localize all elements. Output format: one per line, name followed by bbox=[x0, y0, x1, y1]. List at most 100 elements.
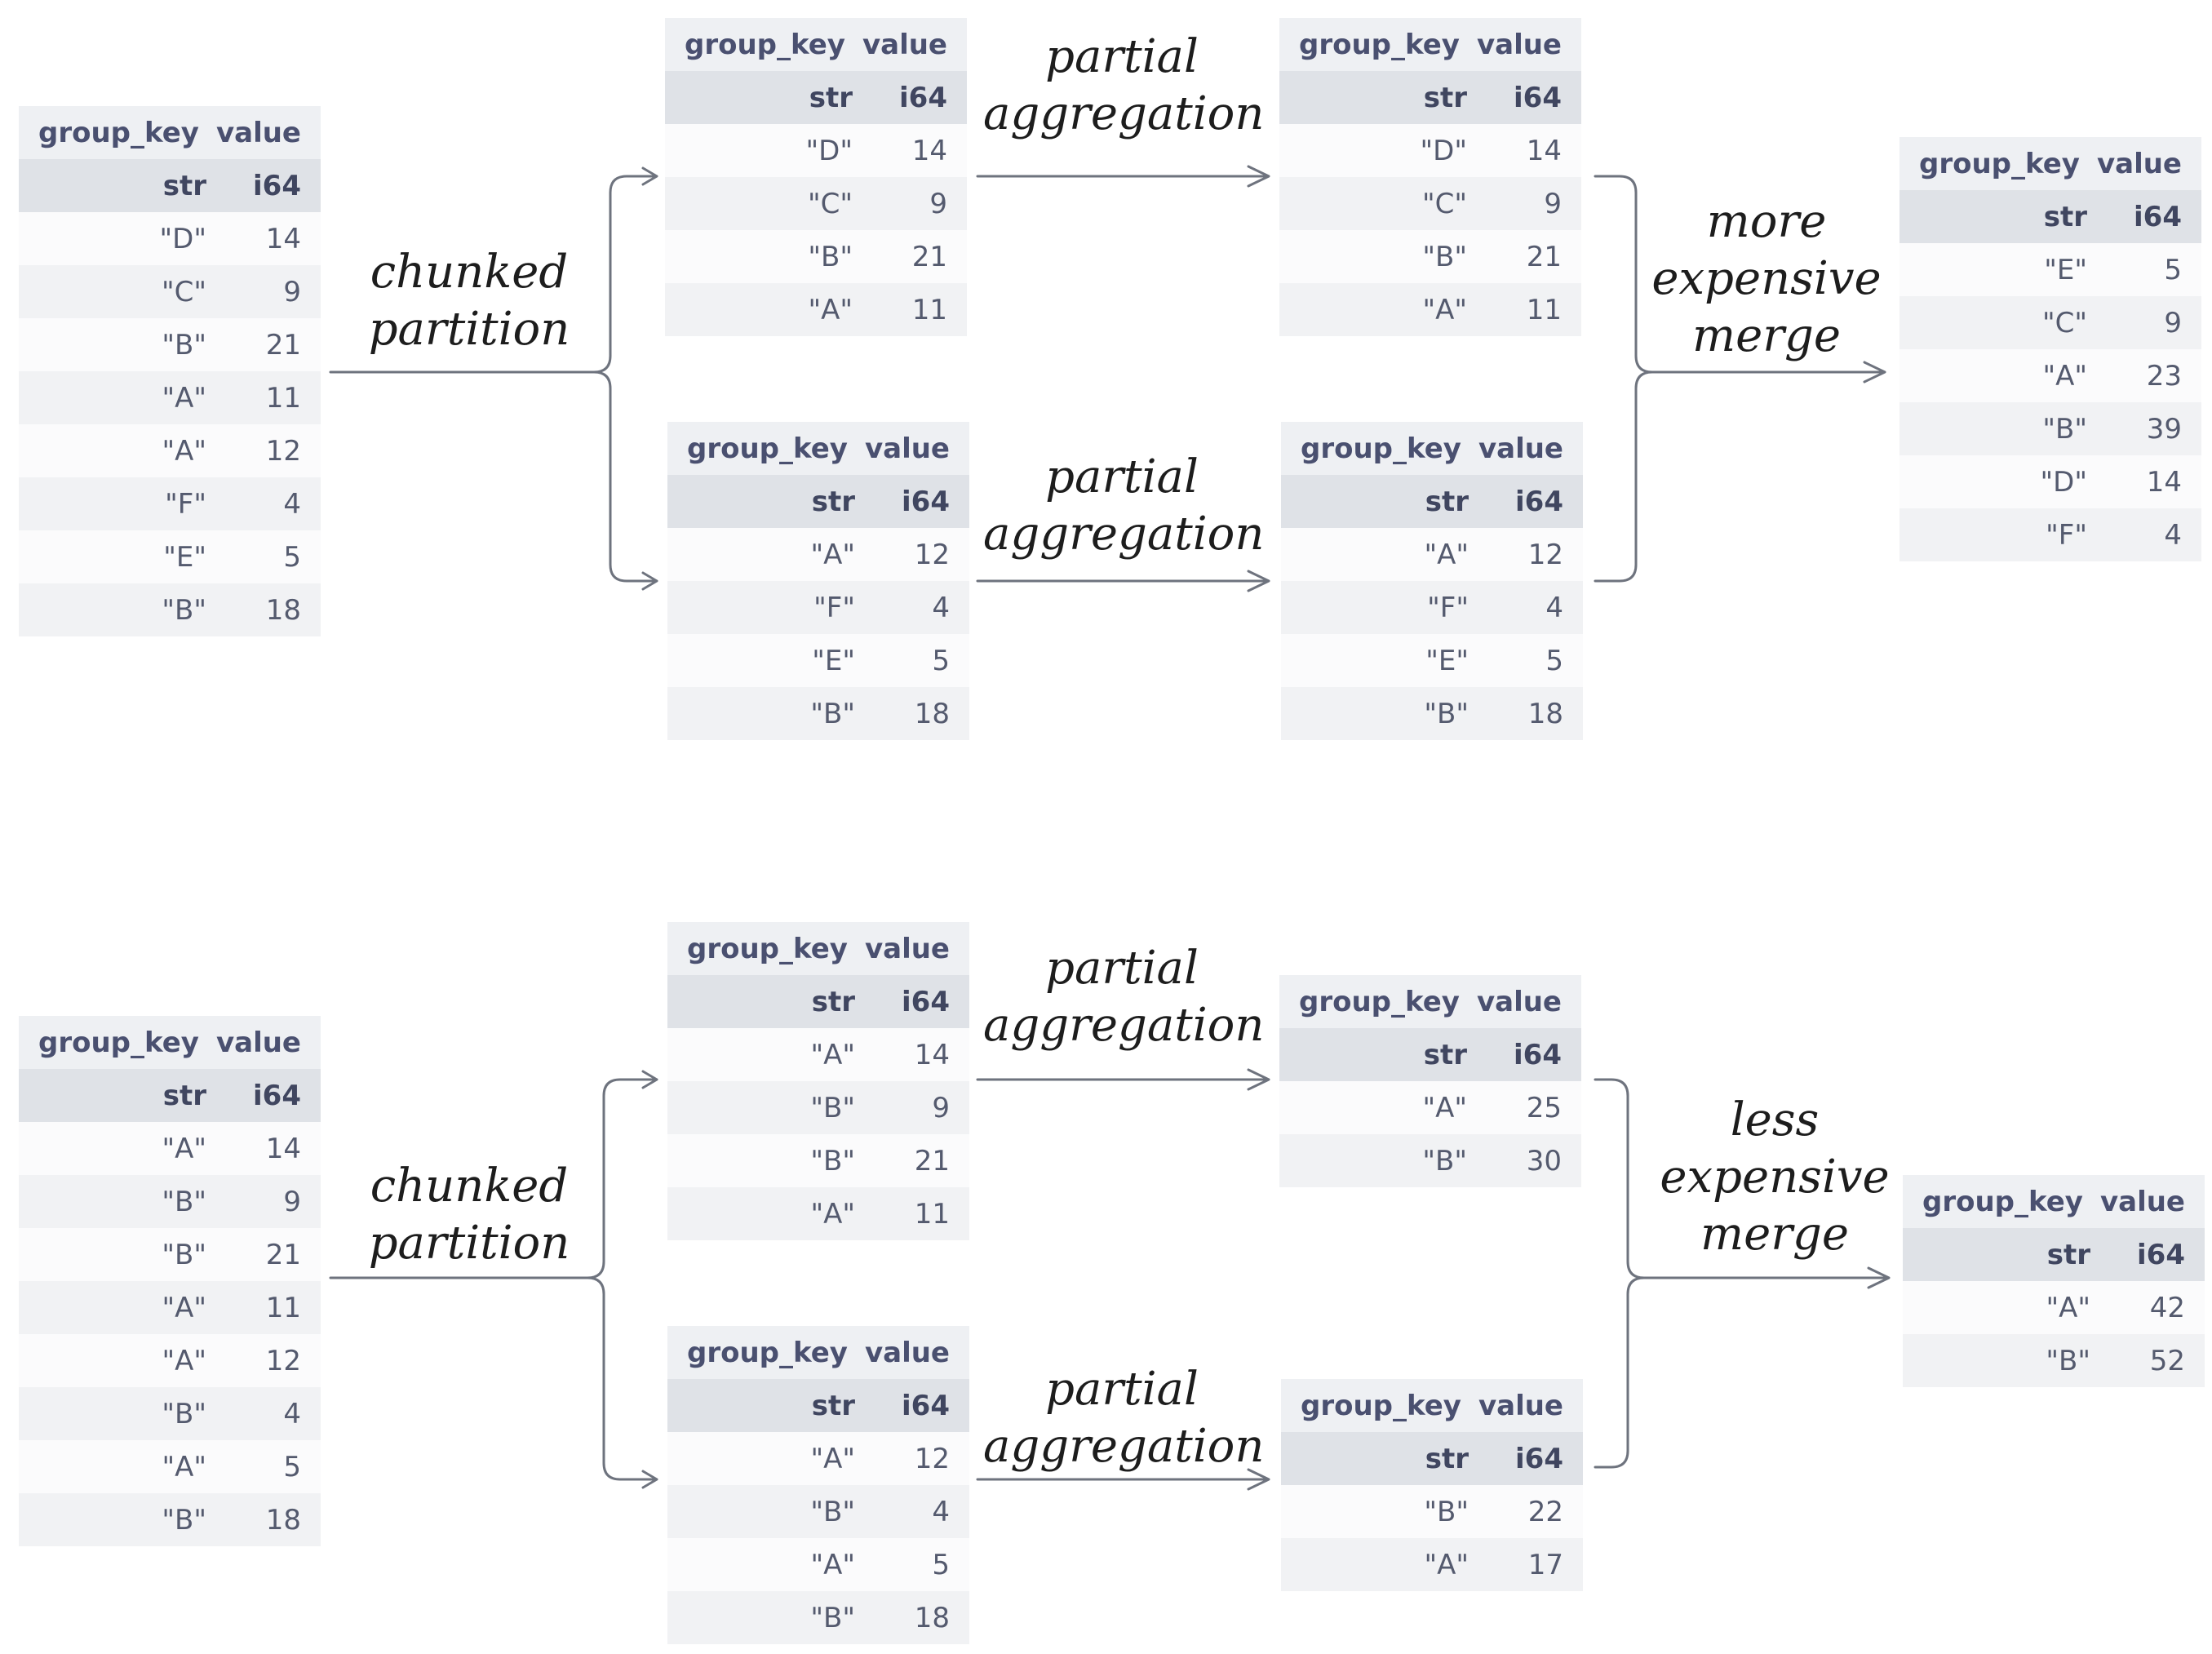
table-type-row: str i64 bbox=[1281, 475, 1583, 528]
cell-group-key: "F" bbox=[813, 591, 855, 624]
top-agg-label-2: partial aggregation bbox=[983, 449, 1264, 563]
cell-value: 4 bbox=[283, 487, 301, 521]
bottom-chunk-2-table: group_key value str i64 "A" 12 "B" 4 "A" 5 "B" 18 bbox=[667, 1326, 969, 1644]
cell-value: 5 bbox=[932, 1548, 950, 1581]
column-header-group-key: group_key bbox=[687, 932, 848, 965]
table-row: "B" 52 bbox=[1903, 1334, 2205, 1387]
cell-group-key: "E" bbox=[1425, 644, 1469, 677]
table-header-row: group_key value bbox=[19, 106, 321, 159]
table-type-row: str i64 bbox=[1279, 71, 1581, 124]
cell-value: 21 bbox=[911, 240, 947, 273]
cell-group-key: "F" bbox=[165, 487, 206, 521]
cell-group-key: "E" bbox=[812, 644, 855, 677]
cell-value: 39 bbox=[2146, 412, 2182, 446]
table-row: "D" 14 bbox=[1899, 455, 2201, 508]
table-row: "B" 39 bbox=[1899, 402, 2201, 455]
column-type-i64: i64 bbox=[899, 81, 947, 114]
table-row: "E" 5 bbox=[667, 634, 969, 687]
cell-group-key: "E" bbox=[2044, 253, 2087, 286]
cell-value: 14 bbox=[265, 222, 301, 255]
bottom-chunk-1-table: group_key value str i64 "A" 14 "B" 9 "B" 21 "A" 11 bbox=[667, 922, 969, 1240]
table-type-row: str i64 bbox=[667, 975, 969, 1028]
bottom-agg-label-1-line-2: aggregation bbox=[983, 999, 1265, 1052]
table-type-row: str i64 bbox=[1281, 1432, 1583, 1485]
table-row: "B" 30 bbox=[1279, 1134, 1581, 1187]
table-header-row: group_key value bbox=[665, 18, 967, 71]
cell-group-key: "D" bbox=[159, 222, 206, 255]
table-row: "C" 9 bbox=[19, 265, 321, 318]
table-row: "B" 4 bbox=[667, 1485, 969, 1538]
top-agg-2-table: group_key value str i64 "A" 12 "F" 4 "E" 5 "B" 18 bbox=[1281, 422, 1583, 740]
cell-group-key: "E" bbox=[163, 540, 206, 574]
table-row: "F" 4 bbox=[1899, 508, 2201, 561]
cell-group-key: "A" bbox=[162, 381, 206, 415]
cell-value: 18 bbox=[265, 593, 301, 627]
cell-group-key: "A" bbox=[162, 1132, 206, 1165]
table-header-row: group_key value bbox=[1903, 1175, 2205, 1228]
cell-value: 11 bbox=[911, 293, 947, 326]
cell-value: 11 bbox=[914, 1197, 950, 1231]
cell-group-key: "B" bbox=[2042, 412, 2087, 446]
cell-value: 11 bbox=[265, 1291, 301, 1324]
cell-group-key: "F" bbox=[2046, 518, 2087, 552]
cell-value: 21 bbox=[265, 328, 301, 361]
cell-group-key: "A" bbox=[1424, 1548, 1469, 1581]
cell-value: 4 bbox=[932, 1495, 950, 1528]
top-partition-label-line-2: partition bbox=[368, 303, 570, 356]
bottom-agg-1-table: group_key value str i64 "A" 25 "B" 30 bbox=[1279, 975, 1581, 1187]
table-row: "A" 5 bbox=[667, 1538, 969, 1591]
table-row: "F" 4 bbox=[1281, 581, 1583, 634]
cell-value: 18 bbox=[914, 697, 950, 730]
column-type-i64: i64 bbox=[2134, 200, 2182, 233]
cell-group-key: "B" bbox=[1422, 1144, 1467, 1177]
cell-group-key: "B" bbox=[162, 593, 206, 627]
column-type-i64: i64 bbox=[902, 985, 950, 1018]
cell-value: 30 bbox=[1526, 1144, 1562, 1177]
bottom-merge-label-line-2: expensive bbox=[1660, 1151, 1890, 1204]
table-row: "B" 21 bbox=[665, 230, 967, 283]
column-type-str: str bbox=[1423, 81, 1467, 114]
table-header-row: group_key value bbox=[19, 1016, 321, 1069]
table-row: "D" 14 bbox=[19, 212, 321, 265]
table-type-row: str i64 bbox=[667, 475, 969, 528]
column-type-str: str bbox=[1423, 1038, 1467, 1071]
table-row: "E" 5 bbox=[1899, 243, 2201, 296]
column-header-value: value bbox=[1476, 28, 1562, 61]
bottom-agg-2-table: group_key value str i64 "B" 22 "A" 17 bbox=[1281, 1379, 1583, 1591]
top-agg-1-table: group_key value str i64 "D" 14 "C" 9 "B" 21 "A" 11 bbox=[1279, 18, 1581, 336]
bottom-agg-arrow-2 bbox=[976, 1468, 1270, 1491]
cell-group-key: "B" bbox=[1424, 697, 1469, 730]
column-header-value: value bbox=[864, 1336, 950, 1369]
column-type-i64: i64 bbox=[253, 1079, 301, 1112]
table-row: "A" 11 bbox=[19, 1281, 321, 1334]
cell-group-key: "A" bbox=[808, 293, 853, 326]
cell-value: 12 bbox=[265, 434, 301, 468]
cell-value: 14 bbox=[2146, 465, 2182, 499]
cell-value: 11 bbox=[1526, 293, 1562, 326]
table-row: "B" 9 bbox=[19, 1175, 321, 1228]
column-header-value: value bbox=[864, 932, 950, 965]
bottom-merge-label: less expensive merge bbox=[1652, 1092, 1897, 1263]
bottom-merge-label-line-3: merge bbox=[1700, 1208, 1849, 1261]
table-row: "A" 11 bbox=[1279, 283, 1581, 336]
column-type-str: str bbox=[811, 485, 855, 518]
top-agg-label-1: partial aggregation bbox=[983, 29, 1264, 143]
table-row: "A" 12 bbox=[19, 1334, 321, 1387]
cell-value: 9 bbox=[283, 275, 301, 308]
cell-group-key: "A" bbox=[810, 538, 855, 571]
cell-value: 42 bbox=[2149, 1291, 2185, 1324]
column-type-i64: i64 bbox=[1515, 1442, 1563, 1475]
cell-group-key: "A" bbox=[162, 1450, 206, 1483]
cell-value: 18 bbox=[265, 1503, 301, 1536]
table-row: "B" 22 bbox=[1281, 1485, 1583, 1538]
cell-group-key: "A" bbox=[810, 1548, 855, 1581]
top-agg-label-2-line-1: partial bbox=[1045, 450, 1199, 503]
bottom-merge-bracket bbox=[1594, 1078, 1891, 1469]
table-row: "C" 9 bbox=[1279, 177, 1581, 230]
table-row: "A" 11 bbox=[19, 371, 321, 424]
cell-value: 9 bbox=[2164, 306, 2182, 339]
column-type-str: str bbox=[1425, 485, 1469, 518]
cell-group-key: "B" bbox=[1424, 1495, 1469, 1528]
column-type-str: str bbox=[809, 81, 853, 114]
